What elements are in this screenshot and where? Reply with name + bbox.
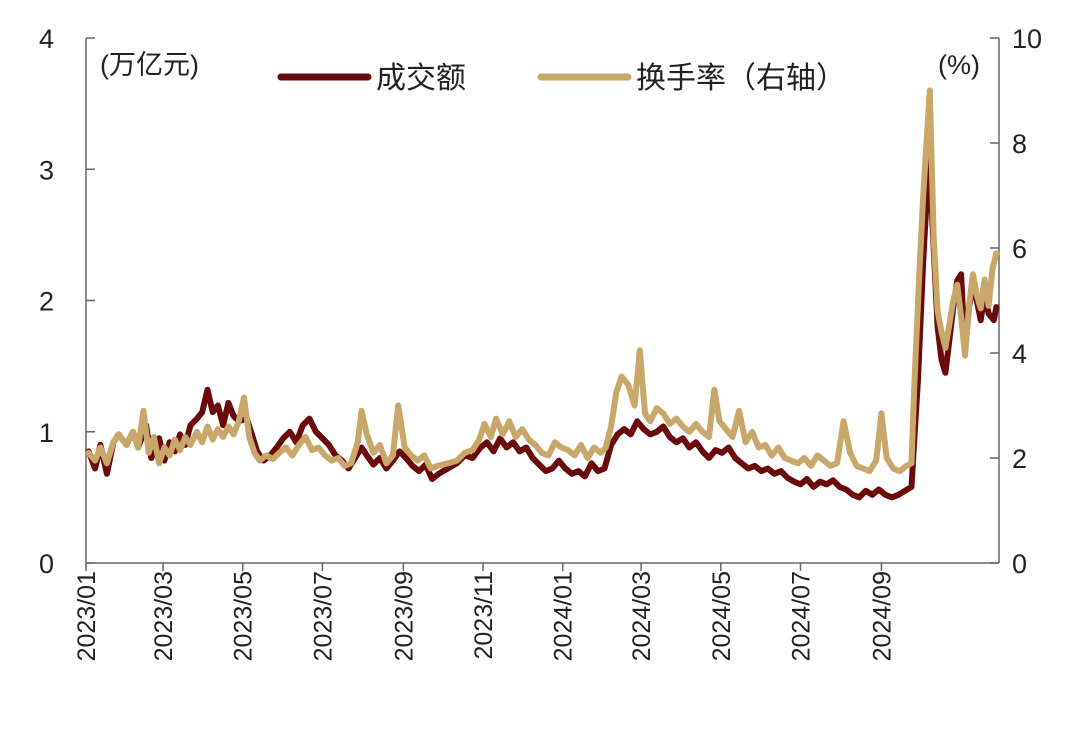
left-axis-tick-label: 4: [39, 24, 54, 54]
left-axis-tick-label: 0: [39, 549, 54, 579]
series-layer: [85, 87, 1000, 501]
x-axis-tick-label: 2023/07: [309, 571, 337, 661]
left-axis-ticks: 0 1 2 3 4: [39, 24, 95, 579]
right-axis-tick-label: 6: [1012, 234, 1027, 264]
x-axis-tick-label: 2024/07: [787, 571, 815, 661]
right-axis-tick-label: 4: [1012, 339, 1027, 369]
right-axis-tick-label: 2: [1012, 444, 1027, 474]
series-line-turnover-rate: [85, 87, 1000, 475]
x-axis-tick-label: 2023/03: [150, 571, 178, 661]
x-axis-tick-label: 2023/05: [230, 571, 258, 661]
left-axis-tick-label: 3: [39, 155, 54, 185]
x-axis-tick-label: 2024/03: [628, 571, 656, 661]
legend-label-turnover-amount: 成交额: [376, 62, 466, 95]
x-axis-ticks: 2023/01 2023/03 2023/05 2023/07 2023/09 2023/…: [73, 563, 896, 661]
x-axis-tick-label: 2024/01: [550, 571, 578, 661]
x-axis-tick-label: 2023/11: [470, 571, 498, 660]
left-axis-tick-label: 2: [39, 287, 54, 317]
legend: 成交额 换手率（右轴）: [277, 62, 846, 95]
right-axis-tick-label: 10: [1012, 24, 1042, 54]
x-axis-tick-label: 2023/09: [390, 571, 418, 661]
axes: [85, 38, 1000, 564]
right-axis-unit-label: (%): [938, 50, 980, 80]
x-axis-tick-label: 2024/05: [708, 571, 736, 661]
right-axis-tick-label: 8: [1012, 129, 1027, 159]
right-axis-ticks: 0 2 4 6 8 10: [990, 24, 1042, 579]
legend-label-turnover-rate: 换手率（右轴）: [636, 62, 846, 95]
right-axis-tick-label: 0: [1012, 549, 1027, 579]
series-line-turnover-amount: [85, 140, 1000, 501]
left-axis-unit-label: (万亿元): [100, 50, 199, 80]
x-axis-tick-label: 2023/01: [73, 571, 101, 661]
x-axis-tick-label: 2024/09: [868, 571, 896, 661]
left-axis-tick-label: 1: [39, 418, 54, 448]
